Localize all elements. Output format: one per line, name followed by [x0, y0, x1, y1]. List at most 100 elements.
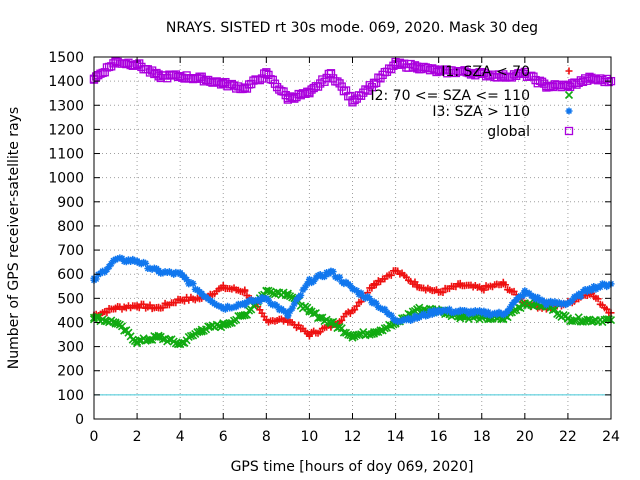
data-point-dense	[351, 306, 359, 314]
y-tick-label: 200	[57, 364, 84, 380]
legend-marker	[565, 107, 573, 115]
data-point-dense	[381, 305, 389, 313]
x-tick-label: 10	[301, 429, 319, 445]
data-point-dense	[409, 315, 417, 323]
data-point-dense	[480, 307, 488, 315]
data-point-dense	[557, 300, 565, 308]
data-point-dense	[324, 69, 333, 79]
data-point-dense	[284, 312, 292, 320]
data-point-dense	[94, 313, 103, 322]
data-point-dense	[441, 306, 449, 314]
data-point-dense	[568, 296, 576, 304]
data-point-dense	[367, 329, 376, 339]
data-point-dense	[587, 317, 596, 326]
data-point-dense	[178, 338, 187, 347]
data-point-dense	[262, 68, 271, 77]
data-point-dense	[527, 71, 536, 80]
data-point-dense	[140, 258, 148, 266]
data-point-dense	[217, 323, 226, 332]
tick-layer: 0 2 4 6 8 10 12 14 16 18 20 22 240100200300400500600…	[48, 50, 620, 445]
y-tick-label: 100	[57, 388, 84, 404]
data-point-dense	[350, 95, 359, 105]
data-point-dense	[173, 340, 183, 349]
data-point-dense	[264, 296, 272, 304]
data-point-dense	[603, 305, 611, 313]
data-point-dense	[213, 301, 221, 309]
grid-layer	[94, 57, 611, 419]
data-point-dense	[366, 295, 374, 303]
data-point-dense	[372, 281, 380, 289]
x-tick-label: 22	[559, 429, 577, 445]
data-point-dense	[372, 299, 380, 307]
x-tick-label: 20	[516, 429, 534, 445]
data-point-dense	[326, 69, 336, 78]
x-tick-label: 18	[473, 429, 491, 445]
data-point-dense	[357, 289, 365, 297]
data-point-dense	[140, 300, 148, 308]
data-point-dense	[183, 276, 191, 284]
data-point-dense	[529, 302, 538, 311]
data-point-dense	[596, 283, 604, 291]
data-point-dense	[519, 292, 527, 300]
data-point-dense	[353, 287, 361, 295]
y-tick-label: 300	[57, 340, 84, 356]
data-point-dense	[501, 281, 509, 289]
x-tick-label: 4	[176, 429, 185, 445]
data-point-dense	[320, 273, 328, 281]
data-point-dense	[255, 75, 265, 85]
data-point-dense	[165, 335, 174, 344]
y-tick-label: 1000	[48, 171, 84, 187]
y-tick-label: 1400	[48, 74, 84, 90]
data-point-dense	[413, 314, 421, 322]
data-point-dense	[286, 307, 294, 315]
data-point-dense	[374, 73, 383, 82]
data-point-dense	[283, 291, 292, 300]
data-point-dense	[159, 304, 167, 312]
data-point-dense	[186, 331, 196, 340]
data-point-dense	[439, 289, 447, 297]
y-tick-label: 1300	[48, 98, 84, 114]
data-point-dense	[105, 263, 113, 271]
data-point-dense	[148, 335, 157, 344]
data-point-dense	[103, 266, 111, 274]
data-point-dense	[107, 260, 115, 268]
y-tick-label: 800	[57, 219, 84, 235]
data-point-dense	[228, 304, 236, 312]
data-point-dense	[318, 75, 327, 84]
data-point-dense	[96, 69, 105, 78]
data-point-dense	[264, 286, 273, 295]
data-point-dense	[333, 274, 341, 282]
y-tick-label: 1100	[48, 147, 84, 163]
data-point-dense	[135, 259, 143, 267]
data-point-dense	[529, 292, 537, 300]
data-point-dense	[120, 326, 129, 335]
data-point-dense	[329, 268, 337, 276]
data-point-dense	[588, 286, 596, 294]
data-point-dense	[273, 302, 281, 310]
y-tick-label: 600	[57, 267, 84, 283]
data-point-dense	[225, 319, 234, 328]
data-point-dense	[264, 70, 273, 80]
data-point-dense	[280, 307, 288, 315]
data-point-dense	[245, 297, 253, 305]
data-point-dense	[480, 286, 488, 294]
x-tick-label: 2	[133, 429, 142, 445]
data-point-dense	[590, 282, 598, 290]
chart-title: NRAYS. SISTED rt 30s mode. 069, 2020. Ma…	[166, 20, 538, 36]
data-point-dense	[135, 336, 144, 345]
data-point-dense	[395, 58, 405, 67]
data-point-dense	[594, 295, 602, 303]
data-point-dense	[282, 308, 290, 316]
data-point-dense	[100, 68, 109, 77]
data-point-dense	[297, 291, 305, 299]
data-point-dense	[424, 312, 432, 320]
legend-marker	[564, 126, 574, 136]
data-point-dense	[338, 316, 346, 324]
data-point-dense	[605, 281, 613, 289]
data-point-dense	[574, 78, 583, 87]
data-point-dense	[135, 304, 143, 312]
data-point-dense	[314, 272, 322, 280]
data-point-dense	[349, 285, 356, 293]
